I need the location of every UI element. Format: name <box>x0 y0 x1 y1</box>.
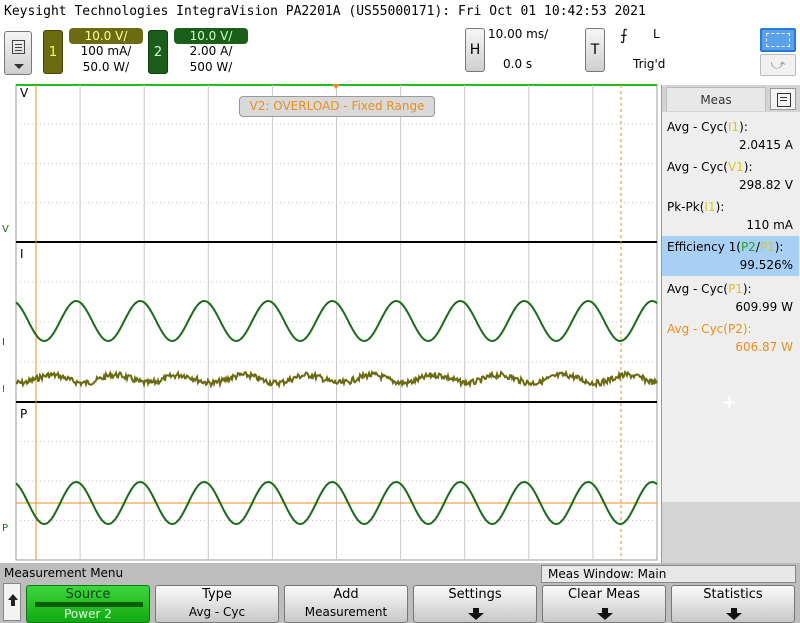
power-pane-label: P <box>20 407 27 421</box>
measurement-panel: Meas Avg - Cyc(I1): 2.0415 A Avg - Cyc(V… <box>661 85 800 563</box>
add-measurement-softkey[interactable]: Add Measurement <box>284 585 408 623</box>
list-icon[interactable] <box>770 88 796 110</box>
submenu-arrow-icon <box>468 608 484 621</box>
grid-lines <box>16 85 657 560</box>
measurement-item[interactable]: Avg - Cyc(I1): 2.0415 A <box>667 120 793 152</box>
channel-2-power-scale: 500 W/ <box>189 60 233 74</box>
measurement-value: 110 mA <box>746 218 793 232</box>
add-measurement-icon[interactable]: + <box>722 392 738 413</box>
clear-meas-softkey[interactable]: Clear Meas <box>542 585 666 623</box>
softkey-label: Settings <box>448 587 502 602</box>
title-bar: Keysight Technologies IntegraVision PA22… <box>0 0 800 26</box>
measurement-item[interactable]: Pk-Pk(I1): 110 mA <box>667 200 793 232</box>
channel-1-key[interactable]: 1 <box>43 30 63 74</box>
meas-tab[interactable]: Meas <box>666 87 766 111</box>
measurement-value: 606.87 W <box>735 340 793 354</box>
channel-1-power-scale: 50.0 W/ <box>82 60 130 74</box>
current-pane-label: I <box>20 247 24 261</box>
gesture-icon[interactable]: ⤻ <box>760 54 796 76</box>
softkey-label: Source <box>65 587 111 602</box>
softkey-label: Statistics <box>703 587 763 602</box>
waveform-display[interactable]: V I P V I I P <box>0 82 660 562</box>
trigger-slope-icon: ⨍ <box>620 26 628 44</box>
touch-mode-controls[interactable]: ⤻ <box>760 28 796 76</box>
main-menu-button[interactable] <box>4 31 32 75</box>
trigger-key[interactable]: T <box>585 28 605 72</box>
source-softkey[interactable]: Source Power 2 <box>26 585 150 623</box>
measurement-value: 99.526% <box>739 258 793 272</box>
measurement-item-active[interactable]: Avg - Cyc(P2): 606.87 W <box>667 322 793 354</box>
channel-1-current-scale: 100 mA/ <box>80 44 132 58</box>
power-2-trace <box>15 480 658 526</box>
channel-1-voltage-scale[interactable]: 10.0 V/ <box>69 28 143 44</box>
softkey-label: Clear Meas <box>567 587 641 602</box>
measurement-item-selected[interactable]: Efficiency 1(P2/P1): 99.526% <box>662 236 799 276</box>
measurement-value: 609.99 W <box>735 300 793 314</box>
current-2-trace <box>15 299 658 343</box>
channel-2-key[interactable]: 2 <box>148 30 168 74</box>
channel-2-current-scale: 2.00 A/ <box>189 44 233 58</box>
measurement-item[interactable]: Avg - Cyc(V1): 298.82 V <box>667 160 793 192</box>
measurement-value: 2.0415 A <box>738 138 793 152</box>
submenu-arrow-icon <box>726 608 742 621</box>
zoom-box-icon[interactable] <box>760 28 796 52</box>
trigger-position-marker <box>332 84 340 89</box>
voltage-pane-label: V <box>20 86 29 100</box>
power-ground-marker: P <box>2 523 8 534</box>
submenu-arrow-icon <box>597 608 613 621</box>
softkey-label: Type <box>202 587 232 602</box>
statistics-softkey[interactable]: Statistics <box>671 585 795 623</box>
measurement-list: Avg - Cyc(I1): 2.0415 A Avg - Cyc(V1): 2… <box>662 112 800 502</box>
softkey-value: Measurement <box>304 605 388 619</box>
meas-window-selector[interactable]: Meas Window: Main <box>541 565 796 583</box>
horizontal-key[interactable]: H <box>465 28 485 72</box>
menu-title: Measurement Menu <box>4 566 124 580</box>
trigger-status: Trig'd <box>633 57 666 71</box>
measurement-value: 298.82 V <box>738 178 793 192</box>
horizontal-delay[interactable]: 0.0 s <box>503 57 533 71</box>
back-up-icon[interactable] <box>3 583 21 621</box>
measurement-item[interactable]: Avg - Cyc(P1): 609.99 W <box>667 282 793 314</box>
voltage-ground-marker: V <box>2 224 9 235</box>
current-2-ground-marker: I <box>2 337 5 348</box>
trigger-level-mode[interactable]: L <box>653 27 660 41</box>
softkey-value: Avg - Cyc <box>188 605 246 619</box>
chevron-down-icon <box>14 64 24 69</box>
softkey-value: Power 2 <box>64 607 112 621</box>
menu-icon <box>12 40 25 54</box>
horizontal-scale[interactable]: 10.00 ms/ <box>488 27 549 41</box>
current-1-trace <box>15 369 658 389</box>
softkey-bar: Measurement Menu Meas Window: Main Sourc… <box>0 563 800 623</box>
channel-2-voltage-scale[interactable]: 10.0 V/ <box>174 28 248 44</box>
graticule[interactable]: V I P V I I P <box>0 82 660 562</box>
window-title: Keysight Technologies IntegraVision PA22… <box>4 4 646 19</box>
softkey-label: Add <box>333 587 359 602</box>
type-softkey[interactable]: Type Avg - Cyc <box>155 585 279 623</box>
current-1-ground-marker: I <box>2 384 5 395</box>
overload-warning: V2: OVERLOAD - Fixed Range <box>239 96 435 117</box>
settings-softkey[interactable]: Settings <box>413 585 537 623</box>
